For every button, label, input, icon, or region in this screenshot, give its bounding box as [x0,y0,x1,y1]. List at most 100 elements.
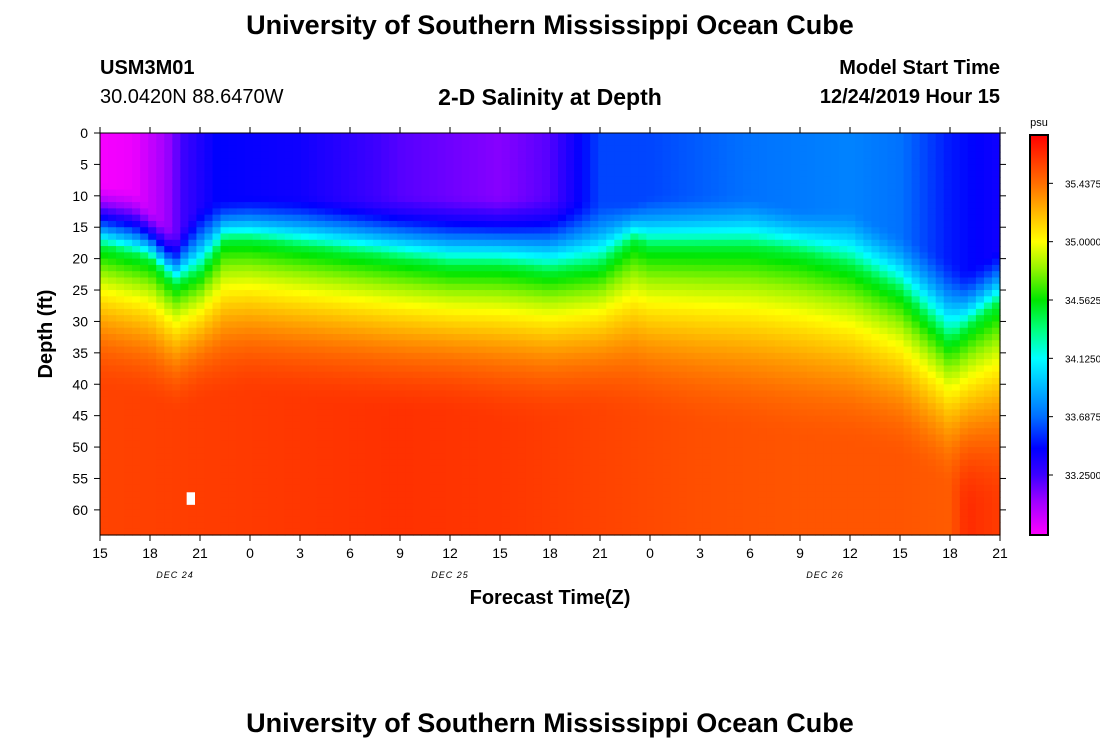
heatmap-cell [365,415,374,423]
heatmap-cell [574,409,583,417]
heatmap-cell [670,208,680,216]
heatmap-cell [485,371,495,379]
heatmap-cell [108,334,117,341]
heatmap-cell [509,434,519,442]
heatmap-cell [204,346,214,354]
heatmap-cell [196,447,206,454]
heatmap-cell [373,497,382,505]
heatmap-cell [614,421,623,429]
heatmap-cell [268,522,278,530]
heatmap-cell [204,277,214,285]
heatmap-cell [574,384,583,392]
heatmap-cell [196,403,206,410]
heatmap-cell [622,365,631,373]
heatmap-cell [316,365,326,373]
heatmap-cell [517,252,527,260]
heatmap-cell [100,528,109,536]
heatmap-cell [445,478,455,486]
heatmap-cell [373,453,382,461]
heatmap-cell [582,459,591,467]
heatmap-cell [333,277,342,285]
heatmap-cell [108,421,117,429]
heatmap-cell [582,528,591,536]
heatmap-cell [598,151,607,159]
heatmap-cell [710,434,720,442]
heatmap-cell [300,371,310,379]
heatmap-cell [236,491,246,498]
heatmap-cell [590,359,599,367]
heatmap-cell [686,415,696,423]
heatmap-cell [461,158,471,166]
heatmap-cell [654,145,664,153]
heatmap-cell [132,176,141,184]
heatmap-cell [397,239,406,247]
heatmap-cell [638,290,648,297]
heatmap-cell [630,202,639,209]
heatmap-cell [316,202,326,209]
heatmap-cell [252,158,262,166]
heatmap-cell [308,151,318,159]
heatmap-cell [429,359,439,367]
heatmap-cell [582,365,591,373]
heatmap-cell [116,202,125,209]
heatmap-cell [397,371,406,379]
heatmap-cell [493,497,503,505]
heatmap-cell [268,509,278,517]
heatmap-cell [140,390,149,398]
heatmap-cell [132,365,141,373]
heatmap-cell [220,334,230,341]
heatmap-cell [268,239,278,247]
heatmap-cell [204,472,214,480]
heatmap-cell [341,195,350,203]
heatmap-cell [196,434,206,442]
heatmap-cell [517,459,527,467]
heatmap-cell [413,478,423,486]
heatmap-cell [525,434,535,442]
heatmap-cell [413,396,423,404]
heatmap-cell [558,340,567,348]
heatmap-cell [710,509,720,517]
heatmap-cell [381,403,390,410]
heatmap-cell [405,145,414,153]
heatmap-cell [124,371,133,379]
heatmap-cell [485,208,495,216]
heatmap-cell [349,491,358,498]
heatmap-cell [477,403,487,410]
heatmap-cell [212,246,222,253]
heatmap-cell [308,220,318,228]
heatmap-cell [389,415,398,423]
heatmap-cell [501,296,511,304]
heatmap-cell [284,340,294,348]
heatmap-cell [493,283,503,291]
heatmap-cell [156,145,165,153]
heatmap-cell [365,227,374,235]
heatmap-cell [590,277,599,285]
heatmap-cell [308,164,318,172]
heatmap-cell [638,516,648,524]
heatmap-cell [164,384,173,392]
heatmap-cell [341,296,350,304]
heatmap-cell [333,283,342,291]
heatmap-cell [236,396,246,404]
heatmap-cell [397,377,406,385]
heatmap-cell [541,145,551,153]
heatmap-cell [220,365,230,373]
heatmap-cell [132,151,141,159]
heatmap-cell [357,283,366,291]
heatmap-cell [630,453,639,461]
heatmap-cell [172,346,181,354]
heatmap-cell [349,158,358,166]
heatmap-cell [316,459,326,467]
heatmap-cell [260,258,270,266]
heatmap-cell [413,321,423,329]
heatmap-cell [574,421,583,429]
heatmap-cell [100,308,109,316]
heatmap-cell [276,220,286,228]
heatmap-cell [678,296,688,304]
heatmap-cell [292,227,302,235]
heatmap-cell [204,189,214,197]
heatmap-cell [212,227,222,235]
heatmap-cell [148,145,157,153]
heatmap-cell [349,195,358,203]
heatmap-cell [558,484,567,492]
